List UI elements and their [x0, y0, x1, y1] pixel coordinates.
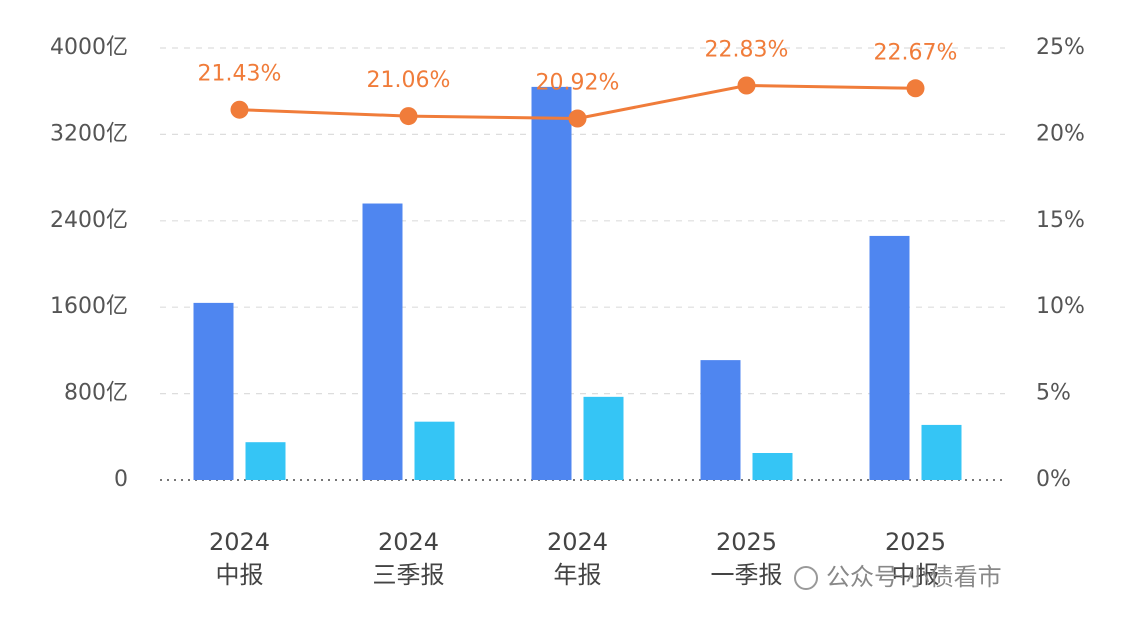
y-tick-label: 4000亿 [50, 35, 128, 60]
watermark: 公众号·小债看市 [826, 563, 1002, 591]
bar [700, 360, 741, 480]
watermark-icon [794, 566, 818, 590]
y2-tick-label: 0% [1036, 467, 1071, 492]
value-label: 22.67% [874, 40, 958, 65]
bar [531, 86, 572, 480]
bar [193, 302, 234, 480]
bar [921, 424, 962, 480]
y-tick-label: 3200亿 [50, 121, 128, 146]
x-tick-label: 中报 [892, 561, 940, 589]
line-point [399, 107, 418, 126]
x-tick-label: 2024 [378, 528, 439, 556]
y2-tick-label: 5% [1036, 381, 1071, 406]
value-label: 22.83% [705, 37, 789, 62]
bar [362, 203, 403, 480]
y2-tick-label: 20% [1036, 121, 1085, 146]
value-label: 20.92% [536, 71, 620, 96]
line-point [737, 76, 756, 95]
x-tick-label: 2025 [716, 528, 777, 556]
x-tick-label: 三季报 [373, 561, 445, 589]
x-tick-label: 年报 [554, 561, 602, 589]
value-label: 21.43% [198, 62, 282, 87]
y2-tick-label: 25% [1036, 35, 1085, 60]
bar [869, 235, 910, 480]
x-tick-label: 2024 [209, 528, 270, 556]
line-point [230, 100, 249, 119]
y-tick-label: 1600亿 [50, 294, 128, 319]
bar [414, 421, 455, 480]
bar [752, 453, 793, 480]
value-label: 21.06% [367, 68, 451, 93]
line-point [906, 79, 925, 98]
y-tick-label: 2400亿 [50, 208, 128, 233]
bar [583, 396, 624, 480]
y-tick-label: 800亿 [64, 381, 128, 406]
y-tick-label: 0 [114, 467, 128, 492]
x-tick-label: 一季报 [711, 561, 783, 589]
x-tick-label: 2024 [547, 528, 608, 556]
bar [245, 442, 286, 480]
line-point [568, 109, 587, 128]
y2-tick-label: 10% [1036, 294, 1085, 319]
x-tick-label: 中报 [216, 561, 264, 589]
y2-tick-label: 15% [1036, 208, 1085, 233]
x-tick-label: 2025 [885, 528, 946, 556]
